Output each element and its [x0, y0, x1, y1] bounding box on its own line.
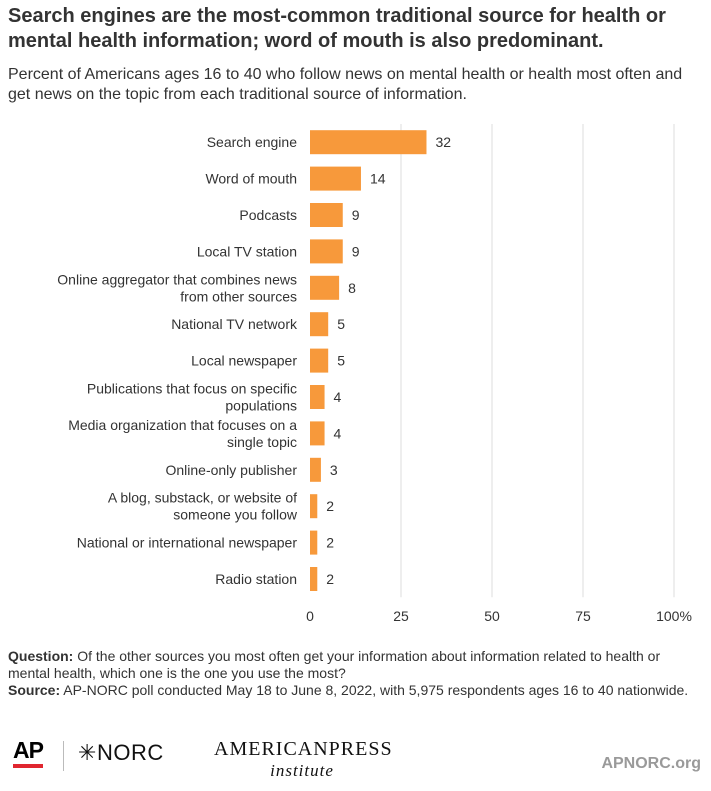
bar: [310, 312, 329, 337]
bar: [310, 530, 318, 555]
category-label: from other sources: [180, 288, 297, 304]
category-label: Search engine: [207, 134, 298, 150]
bar: [310, 239, 343, 264]
data-label: 32: [435, 134, 451, 150]
bar-chart: Search engine Word of mouth Podcasts Local …: [57, 124, 692, 624]
bar: [310, 166, 361, 191]
x-tick-label: 50: [484, 608, 500, 624]
x-axis-ticks: 0 25 50 75 100%: [306, 608, 692, 624]
bar: [310, 203, 343, 227]
norc-star-icon: ✳: [78, 740, 97, 765]
question-text: Of the other sources you most often get …: [8, 648, 661, 681]
chart-title: Search engines are the most-common tradi…: [8, 5, 666, 52]
data-label: 8: [348, 280, 356, 296]
x-tick-label: 0: [306, 608, 314, 624]
category-label: Word of mouth: [205, 171, 297, 187]
american-press-institute-logo: AMERICANPRESS institute: [214, 738, 393, 782]
site-link[interactable]: APNORC.org: [601, 755, 701, 772]
chart-subtitle: Percent of Americans ages 16 to 40 who f…: [8, 66, 683, 103]
bar: [310, 130, 427, 155]
data-label: 9: [352, 207, 360, 223]
category-label: National TV network: [171, 316, 298, 332]
notes: Question: Of the other sources you most …: [8, 648, 703, 699]
category-label: Online-only publisher: [165, 462, 297, 478]
bar: [310, 494, 318, 519]
source-text: AP-NORC poll conducted May 18 to June 8,…: [63, 682, 689, 698]
category-label: Local TV station: [197, 243, 297, 259]
x-tick-label: 75: [575, 608, 591, 624]
data-label: 5: [337, 353, 345, 369]
category-label: Radio station: [215, 571, 297, 587]
source-note: Source: AP-NORC poll conducted May 18 to…: [8, 682, 703, 699]
data-label: 2: [326, 498, 334, 514]
data-label: 4: [334, 389, 342, 405]
api-logo-line1: AMERICANPRESS: [214, 738, 393, 760]
grid-lines: [400, 124, 675, 598]
footer: AP ✳NORC AMERICANPRESS institute APNORC.…: [0, 735, 711, 785]
data-label: 9: [352, 243, 360, 259]
category-label: populations: [225, 398, 297, 414]
x-tick-label: 25: [393, 608, 409, 624]
bars: [310, 130, 427, 591]
bar: [310, 421, 325, 446]
data-label: 3: [330, 462, 338, 478]
data-label: 14: [370, 171, 386, 187]
category-labels: Search engine Word of mouth Podcasts Local …: [57, 134, 298, 587]
question-label: Question:: [8, 648, 74, 664]
category-label: Online aggregator that combines news: [57, 271, 297, 287]
bar: [310, 275, 340, 300]
data-label: 2: [326, 535, 334, 551]
category-label: Local newspaper: [191, 353, 297, 369]
source-label: Source:: [8, 682, 61, 698]
category-label: Media organization that focuses on a: [68, 417, 297, 433]
logo-divider: [63, 741, 64, 771]
bar: [310, 348, 329, 373]
category-label: Publications that focus on specific: [87, 381, 297, 397]
data-label: 2: [326, 571, 334, 587]
data-label: 5: [337, 316, 345, 332]
norc-logo: ✳NORC: [78, 740, 164, 766]
bar: [310, 567, 318, 591]
data-label: 4: [334, 425, 342, 441]
category-label: Podcasts: [239, 207, 297, 223]
x-tick-label: 100%: [656, 608, 692, 624]
category-label: single topic: [227, 434, 297, 450]
bar: [310, 457, 321, 482]
category-label: someone you follow: [173, 507, 298, 523]
category-label: National or international newspaper: [77, 535, 298, 551]
ap-logo: AP: [13, 737, 44, 768]
question-note: Question: Of the other sources you most …: [8, 648, 703, 682]
norc-logo-text: NORC: [96, 740, 164, 765]
api-logo-line2: institute: [270, 761, 334, 780]
category-label: A blog, substack, or website of: [108, 490, 297, 506]
bar: [310, 385, 325, 409]
